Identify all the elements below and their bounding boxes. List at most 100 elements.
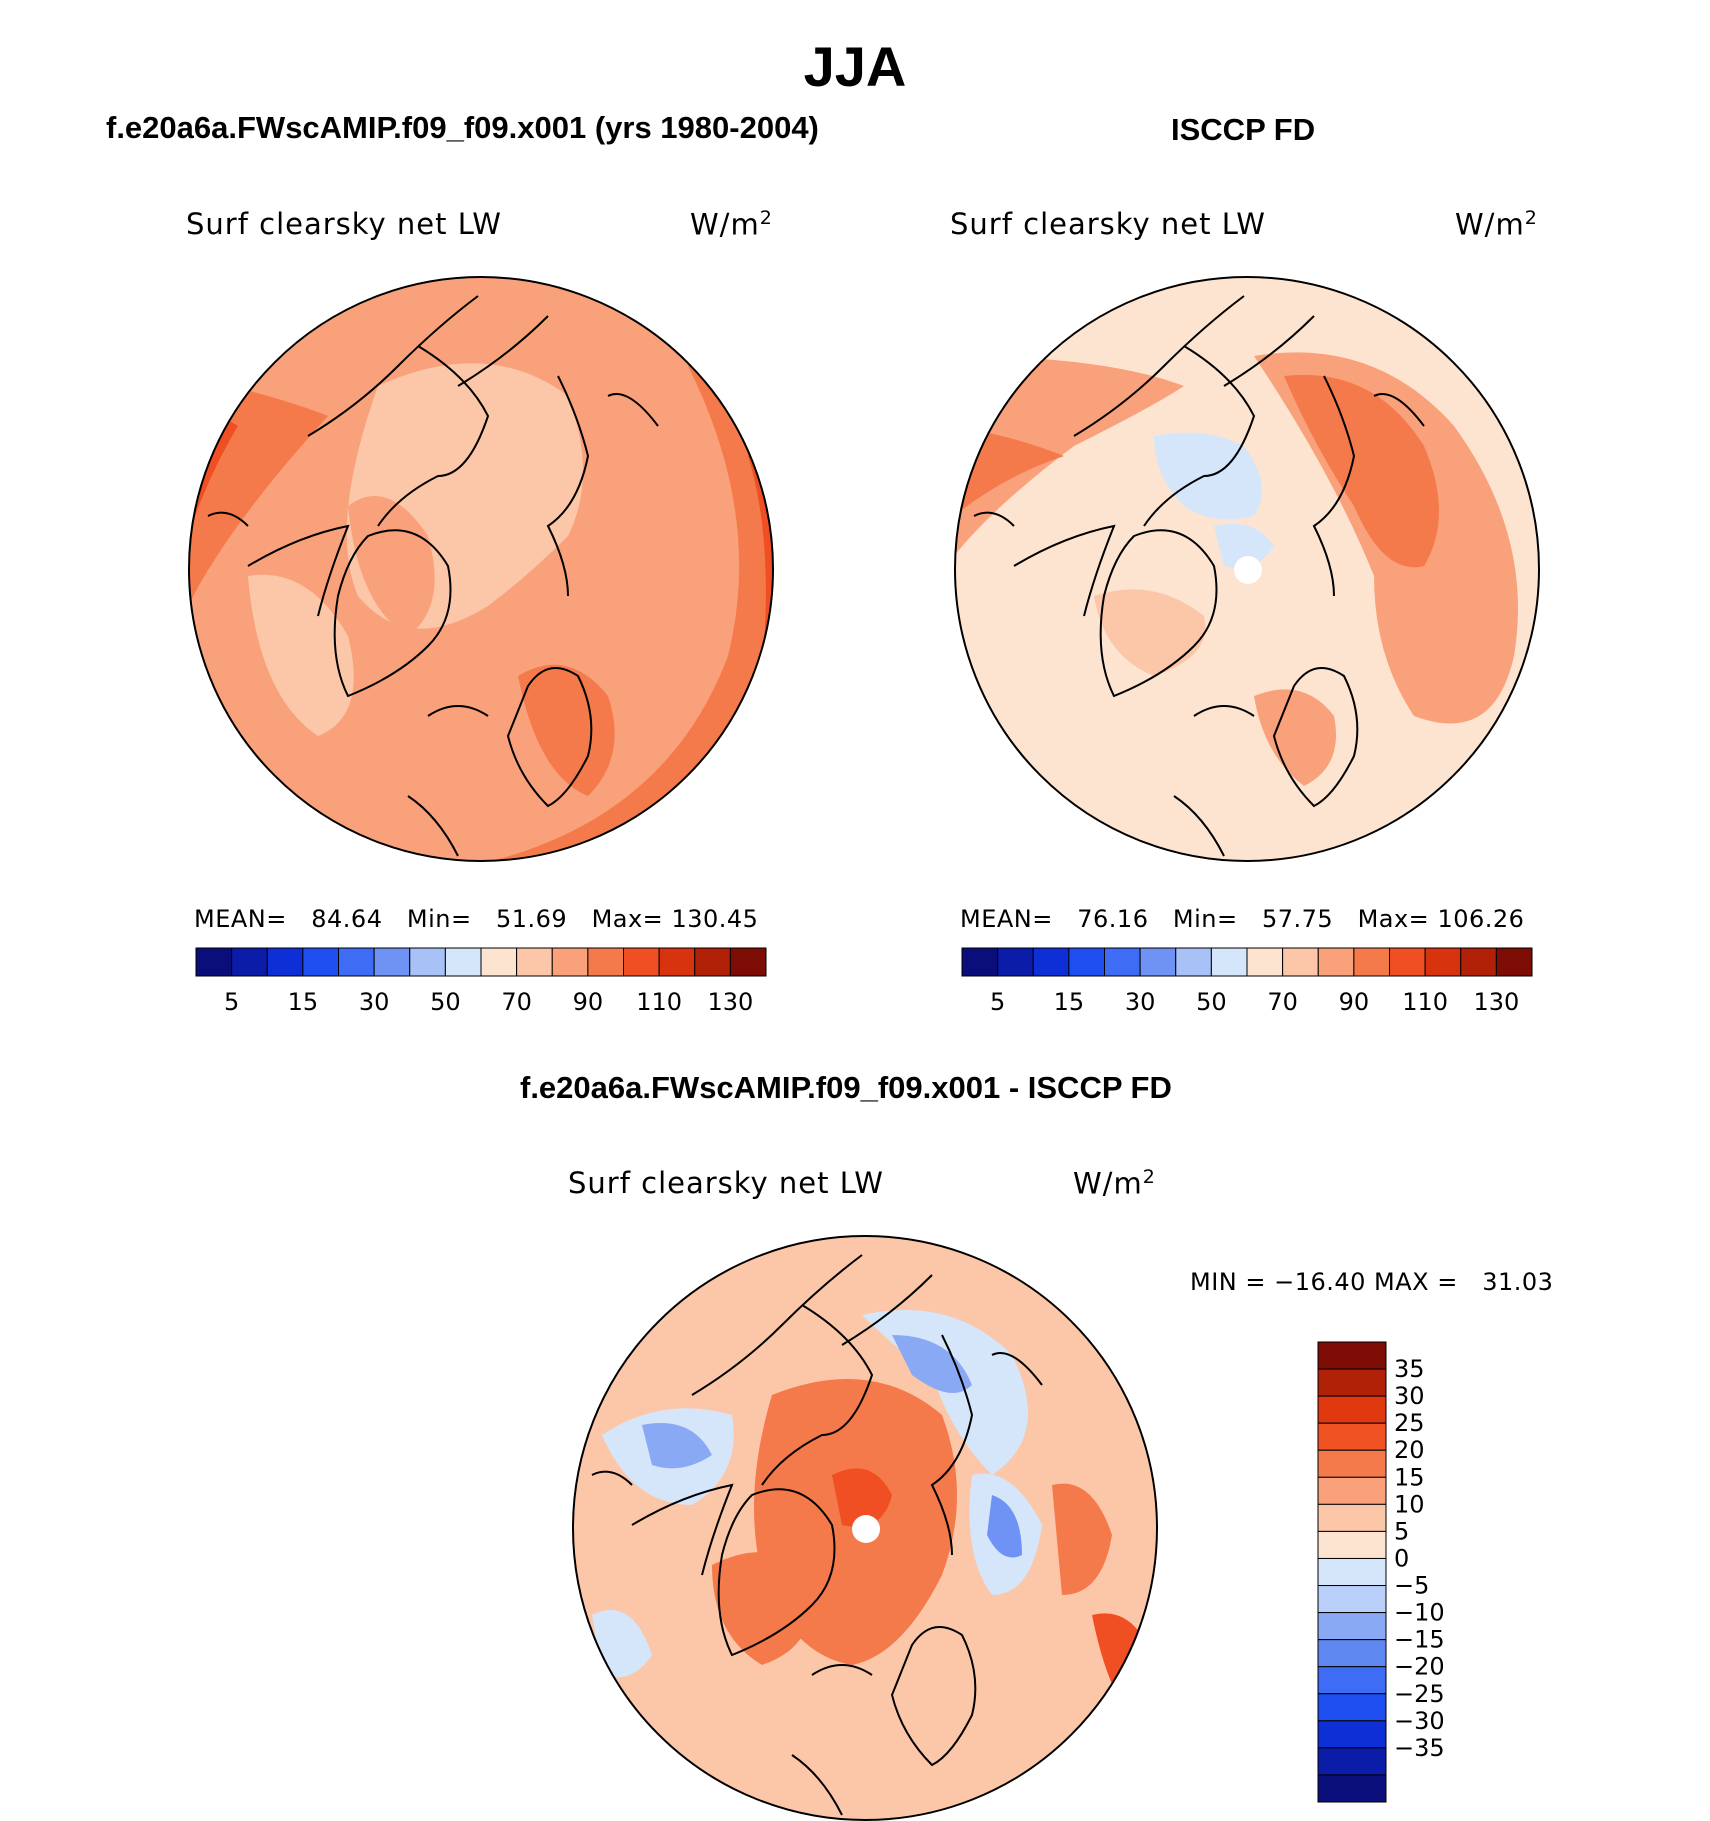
obs-panel-title: ISCCP FD bbox=[1171, 112, 1316, 147]
diff-colorbar-swatch bbox=[1317, 1557, 1387, 1587]
diff-plot-label: Surf clearsky net LW bbox=[568, 1166, 884, 1200]
obs-colorbar-swatch bbox=[1317, 947, 1355, 977]
obs-plot-label: Surf clearsky net LW bbox=[950, 207, 1266, 241]
obs-colorbar-tick-label: 5 bbox=[990, 988, 1005, 1016]
obs-colorbar-swatch bbox=[1210, 947, 1248, 977]
page-title: JJA bbox=[803, 35, 907, 98]
obs-colorbar-swatch bbox=[1353, 947, 1390, 977]
model-units: W/m2 bbox=[690, 207, 773, 242]
model-colorbar-swatch bbox=[231, 947, 268, 977]
diff-colorbar-tick-label: 10 bbox=[1394, 1490, 1425, 1518]
obs-units: W/m2 bbox=[1455, 207, 1538, 242]
obs-colorbar-swatch bbox=[997, 947, 1034, 977]
diff-field-cold-north bbox=[892, 1335, 972, 1393]
diff-colorbar-tick-label: 0 bbox=[1394, 1544, 1409, 1572]
model-colorbar-tick-label: 50 bbox=[430, 988, 461, 1016]
obs-colorbar-swatch bbox=[1495, 947, 1533, 977]
diff-field-cold-west bbox=[642, 1423, 712, 1469]
obs-field-greenland bbox=[1094, 589, 1206, 676]
model-colorbar-tick-label: 90 bbox=[573, 988, 604, 1016]
model-field-canada bbox=[248, 574, 354, 736]
model-colorbar-swatch bbox=[266, 947, 304, 977]
obs-colorbar-swatch bbox=[1389, 947, 1426, 977]
model-colorbar-swatch bbox=[623, 947, 660, 977]
obs-colorbar-swatch bbox=[1032, 947, 1070, 977]
obs-field-scandinavia bbox=[1254, 689, 1336, 786]
diff-pole-missing bbox=[852, 1515, 880, 1543]
model-colorbar-swatch bbox=[694, 947, 731, 977]
diff-colorbar-swatch bbox=[1317, 1449, 1387, 1478]
model-panel-title: f.e20a6a.FWscAMIP.f09_f09.x001 (yrs 1980… bbox=[106, 110, 819, 145]
obs-colorbar-tick-label: 50 bbox=[1196, 988, 1227, 1016]
obs-colorbar-swatch bbox=[1139, 947, 1177, 977]
model-colorbar: 5 15 30 50 70 90 110 130 bbox=[195, 947, 767, 1016]
model-colorbar-tick-label: 70 bbox=[501, 988, 532, 1016]
obs-colorbar-swatch bbox=[1282, 947, 1319, 977]
model-map-boundary bbox=[188, 276, 774, 862]
obs-colorbar-tick-label: 70 bbox=[1267, 988, 1298, 1016]
obs-colorbar-swatch bbox=[1424, 947, 1462, 977]
diff-panel-title: f.e20a6a.FWscAMIP.f09_f09.x001 - ISCCP F… bbox=[520, 1070, 1172, 1105]
diff-minmax: MIN = −16.40 MAX = 31.03 bbox=[1190, 1268, 1554, 1296]
diff-colorbar-swatch bbox=[1317, 1422, 1387, 1451]
model-stats: MEAN= 84.64 Min= 51.69 Max= 130.45 bbox=[194, 905, 759, 933]
diff-colorbar-tick-label: 35 bbox=[1394, 1355, 1425, 1383]
model-colorbar-tick-label: 15 bbox=[288, 988, 319, 1016]
obs-colorbar-tick-label: 15 bbox=[1054, 988, 1085, 1016]
obs-colorbar-swatch bbox=[1246, 947, 1284, 977]
diff-colorbar-tick-label: −5 bbox=[1394, 1572, 1429, 1600]
model-colorbar-swatch bbox=[373, 947, 411, 977]
obs-colorbar-tick-label: 110 bbox=[1402, 988, 1448, 1016]
model-colorbar-swatch bbox=[302, 947, 339, 977]
diff-colorbar-tick-label: 15 bbox=[1394, 1463, 1425, 1491]
obs-colorbar-tick-label: 130 bbox=[1473, 988, 1519, 1016]
diff-colorbar-swatch bbox=[1317, 1368, 1387, 1397]
diff-field-cool-canada bbox=[592, 1610, 652, 1678]
obs-coastlines bbox=[973, 295, 1425, 857]
model-colorbar-swatch bbox=[551, 947, 589, 977]
model-plot-label: Surf clearsky net LW bbox=[186, 207, 502, 241]
model-field-greenland bbox=[348, 496, 435, 636]
model-colorbar-swatch bbox=[338, 947, 375, 977]
diff-colorbar-swatch bbox=[1317, 1530, 1387, 1559]
diff-colorbar-swatch bbox=[1317, 1612, 1387, 1641]
diff-colorbar-tick-label: 5 bbox=[1394, 1517, 1409, 1545]
obs-field-hot-east bbox=[1284, 374, 1439, 568]
diff-field-greenland bbox=[712, 1552, 814, 1665]
diff-field-hot-core bbox=[832, 1468, 892, 1527]
diff-colorbar-tick-label: −15 bbox=[1394, 1626, 1445, 1654]
obs-colorbar-swatch bbox=[1460, 947, 1497, 977]
model-colorbar-tick-label: 110 bbox=[636, 988, 682, 1016]
model-colorbar-tick-label: 130 bbox=[707, 988, 753, 1016]
obs-colorbar-swatch bbox=[961, 947, 999, 977]
diff-colorbar-swatch bbox=[1317, 1476, 1387, 1505]
model-field-scandinavia bbox=[518, 664, 615, 796]
diff-colorbar-swatch bbox=[1317, 1774, 1387, 1803]
diff-colorbar-swatch bbox=[1317, 1341, 1387, 1370]
model-coastlines bbox=[207, 295, 659, 857]
model-colorbar-swatch bbox=[444, 947, 482, 977]
diff-colorbar-swatch bbox=[1317, 1666, 1387, 1695]
obs-pole-missing bbox=[1234, 556, 1262, 584]
diff-colorbar-tick-label: 25 bbox=[1394, 1409, 1425, 1437]
diff-units: W/m2 bbox=[1073, 1166, 1156, 1201]
obs-colorbar-swatch bbox=[1068, 947, 1105, 977]
diff-field-warm-siberia bbox=[1052, 1483, 1112, 1595]
diff-colorbar-tick-label: −25 bbox=[1394, 1680, 1445, 1708]
obs-field-warm-west bbox=[955, 356, 1184, 556]
diff-field-cold-east bbox=[987, 1495, 1022, 1558]
diff-colorbar-swatch bbox=[1317, 1693, 1387, 1722]
obs-colorbar-tick-label: 90 bbox=[1339, 988, 1370, 1016]
model-colorbar-swatch bbox=[729, 947, 767, 977]
diff-colorbar-swatch bbox=[1317, 1720, 1387, 1749]
obs-colorbar: 5 15 30 50 70 90 110 130 bbox=[961, 947, 1533, 1016]
diff-colorbar-tick-label: −10 bbox=[1394, 1599, 1445, 1627]
model-colorbar-swatch bbox=[480, 947, 518, 977]
diff-colorbar-swatch bbox=[1317, 1395, 1387, 1424]
model-colorbar-swatch bbox=[587, 947, 624, 977]
diff-polar-map bbox=[572, 1235, 1158, 1821]
model-colorbar-tick-label: 5 bbox=[224, 988, 239, 1016]
obs-map-boundary bbox=[954, 276, 1540, 862]
obs-field-cool-pole bbox=[1214, 523, 1274, 569]
